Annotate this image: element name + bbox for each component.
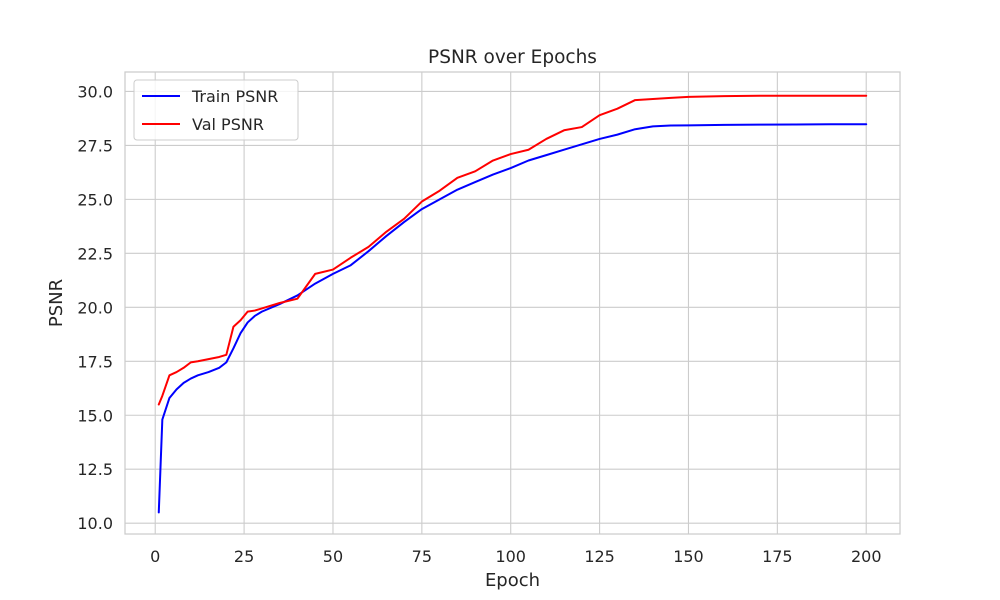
- y-tick-label: 17.5: [77, 352, 113, 371]
- y-tick-label: 12.5: [77, 460, 113, 479]
- legend-label-val: Val PSNR: [192, 115, 264, 134]
- x-tick-label: 75: [412, 547, 432, 566]
- y-tick-label: 30.0: [77, 82, 113, 101]
- y-tick-label: 10.0: [77, 514, 113, 533]
- chart-title: PSNR over Epochs: [428, 47, 597, 68]
- x-axis-label: Epoch: [485, 570, 540, 591]
- x-tick-label: 0: [150, 547, 160, 566]
- series-line-val: [157, 94, 868, 406]
- y-tick-labels: 10.0 12.5 15.0 17.5 20.0 22.5 25.0 27.5 30.0: [77, 82, 113, 533]
- series-line-train: [157, 123, 868, 514]
- y-axis-label: PSNR: [46, 279, 67, 327]
- x-tick-label: 200: [851, 547, 882, 566]
- y-tick-label: 20.0: [77, 298, 113, 317]
- y-tick-label: 27.5: [77, 136, 113, 155]
- legend-label-train: Train PSNR: [191, 87, 278, 106]
- legend: Train PSNR Val PSNR: [133, 79, 299, 141]
- y-tick-label: 25.0: [77, 190, 113, 209]
- x-tick-labels: 0 25 50 75 100 125 150 175 200: [150, 547, 881, 566]
- plot-frame: [124, 71, 901, 535]
- y-tick-label: 15.0: [77, 406, 113, 425]
- x-tick-label: 100: [495, 547, 526, 566]
- x-tick-label: 125: [584, 547, 615, 566]
- plot-area: [125, 72, 900, 534]
- x-tick-label: 175: [762, 547, 793, 566]
- y-tick-label: 22.5: [77, 244, 113, 263]
- x-tick-label: 25: [234, 547, 254, 566]
- x-tick-label: 150: [673, 547, 704, 566]
- grid-lines: [125, 72, 900, 534]
- x-tick-label: 50: [323, 547, 343, 566]
- series-lines: [157, 94, 868, 514]
